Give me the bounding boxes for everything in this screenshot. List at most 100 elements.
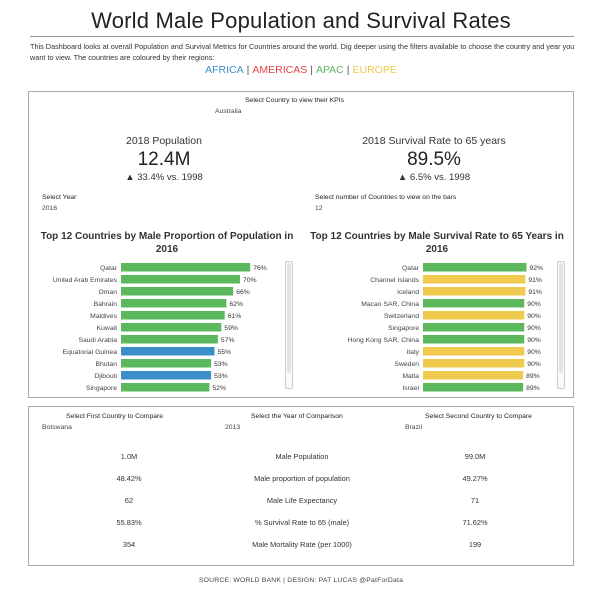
bar[interactable]: [121, 311, 225, 320]
compare-row: 354 Male Mortality Rate (per 1000) 199: [29, 540, 575, 552]
bar-value-label: 90%: [527, 349, 541, 356]
kpi-survival-value: 89.5%: [407, 149, 461, 170]
second-country-value[interactable]: Brazil: [405, 424, 422, 431]
compare-right-value: 71.62%: [462, 518, 488, 527]
compare-metric: Male Mortality Rate (per 1000): [252, 540, 352, 549]
country-filter-value[interactable]: Australia: [215, 108, 242, 115]
compare-year-label: Select the Year of Comparison: [251, 413, 343, 420]
bar[interactable]: [121, 371, 212, 380]
chart-proportion-title: Top 12 Countries by Male Proportion of P…: [40, 231, 294, 255]
bar-category-label: Hong Kong SAR, China: [348, 337, 420, 344]
bar-category-label: Switzerland: [384, 313, 419, 320]
legend-africa[interactable]: AFRICA: [205, 64, 244, 76]
bar-category-label: Qatar: [100, 265, 118, 272]
compare-left-value: 55.83%: [116, 518, 142, 527]
compare-metric: Male proportion of population: [254, 474, 350, 483]
legend-separator: |: [310, 64, 313, 76]
bar[interactable]: [423, 299, 525, 308]
chart-survival-title: Top 12 Countries by Male Survival Rate t…: [310, 231, 564, 255]
legend-separator: |: [346, 64, 350, 76]
compare-left-value: 354: [122, 540, 136, 549]
bar-category-label: Iceland: [397, 289, 419, 296]
intro-text: This Dashboard looks at overall Populati…: [30, 42, 575, 62]
chart-survival-scrollbar[interactable]: [557, 261, 565, 389]
country-filter-label: Select Country to view their KPIs: [245, 97, 344, 104]
bar-value-label: 53%: [214, 361, 228, 368]
title-divider: [30, 36, 574, 37]
bar-category-label: Maldives: [90, 313, 117, 320]
bar-category-label: Djibouti: [94, 373, 117, 380]
count-filter-value[interactable]: 12: [315, 205, 323, 212]
bar[interactable]: [423, 311, 525, 320]
bar[interactable]: [423, 335, 525, 344]
bar[interactable]: [121, 299, 227, 308]
bar-value-label: 90%: [527, 337, 541, 344]
bar[interactable]: [121, 263, 251, 272]
chart-survival: Qatar 92% Channel Islands 91% Iceland 91% Maca…: [348, 263, 543, 392]
year-filter-label: Select Year: [42, 194, 77, 201]
chart-proportion: Qatar 76% United Arab Emirates 70% Oman 66% Ba…: [53, 263, 267, 392]
kpi-survival-delta: ▲ 6.5% vs. 1998: [397, 172, 471, 183]
second-country-label: Select Second Country to Compare: [425, 413, 532, 420]
first-country-value[interactable]: Botswana: [42, 424, 72, 431]
compare-row: 1.0M Male Population 99.0M: [29, 452, 575, 464]
bar[interactable]: [121, 323, 222, 332]
bar-category-label: Singapore: [86, 385, 117, 392]
footer-credits: SOURCE: WORLD BANK | DESIGN: PAT LUCAS @…: [198, 577, 404, 584]
bar-category-label: Malta: [402, 373, 419, 380]
kpi-population-title: 2018 Population: [126, 135, 202, 147]
bar[interactable]: [121, 335, 218, 344]
compare-row: 62 Male Life Expectancy 71: [29, 496, 575, 508]
compare-metric: Male Population: [275, 452, 329, 461]
bar[interactable]: [423, 359, 525, 368]
compare-right-value: 49.27%: [462, 474, 488, 483]
chart-proportion-scrollbar[interactable]: [285, 261, 293, 389]
scrollbar-thumb[interactable]: [287, 263, 291, 373]
legend-americas[interactable]: AMERICAS: [252, 64, 308, 76]
legend-apac[interactable]: APAC: [315, 64, 344, 76]
bar[interactable]: [423, 347, 525, 356]
bar-value-label: 91%: [528, 277, 542, 284]
bar-category-label: Saudi Arabia: [78, 337, 117, 344]
bar-category-label: Sweden: [394, 361, 419, 368]
bar[interactable]: [423, 275, 526, 284]
bar[interactable]: [423, 263, 527, 272]
region-legend: AFRICA | AMERICAS | APAC | EUROPE: [0, 64, 602, 76]
kpi-population-value: 12.4M: [137, 149, 191, 170]
compare-right-value: 99.0M: [464, 452, 486, 461]
bar-category-label: Singapore: [388, 325, 419, 332]
bar-category-label: Macao SAR, China: [361, 301, 419, 308]
bar-value-label: 76%: [253, 265, 267, 272]
bar[interactable]: [423, 323, 525, 332]
compare-right-value: 71: [470, 496, 480, 505]
scrollbar-thumb[interactable]: [559, 263, 563, 373]
bar-category-label: Bhutan: [95, 361, 117, 368]
compare-metric: Male Life Expectancy: [266, 496, 338, 505]
bar[interactable]: [121, 383, 210, 392]
bar[interactable]: [423, 287, 526, 296]
bar[interactable]: [423, 371, 524, 380]
bar-category-label: Channel Islands: [370, 277, 419, 284]
bar[interactable]: [423, 383, 524, 392]
bar[interactable]: [121, 275, 240, 284]
compare-year-value[interactable]: 2013: [225, 424, 241, 431]
bar[interactable]: [121, 347, 215, 356]
compare-row: 55.83% % Survival Rate to 65 (male) 71.6…: [29, 518, 575, 530]
compare-left-value: 1.0M: [120, 452, 138, 461]
bar-category-label: Kuwait: [97, 325, 118, 332]
bar-value-label: 62%: [229, 301, 243, 308]
bar-category-label: Oman: [98, 289, 117, 296]
bar-category-label: Israel: [402, 385, 419, 392]
bar-value-label: 90%: [527, 325, 541, 332]
bar-category-label: Bahrain: [94, 301, 118, 308]
year-filter-value[interactable]: 2016: [42, 205, 58, 212]
bar-value-label: 61%: [228, 313, 242, 320]
legend-separator: |: [246, 64, 250, 76]
bar[interactable]: [121, 359, 212, 368]
bar-category-label: Italy: [407, 349, 420, 356]
compare-metric: % Survival Rate to 65 (male): [254, 518, 350, 527]
legend-europe[interactable]: EUROPE: [352, 64, 397, 76]
dashboard-title: World Male Population and Survival Rates: [91, 8, 511, 33]
bar-category-label: Equatorial Guinea: [63, 349, 118, 356]
bar[interactable]: [121, 287, 234, 296]
